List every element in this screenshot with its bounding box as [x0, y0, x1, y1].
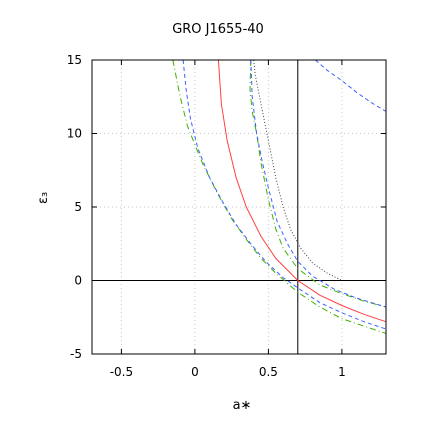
series-line-3 [249, 59, 387, 308]
y-tick-label: 10 [67, 127, 82, 141]
x-tick-label: 0.5 [259, 365, 278, 379]
chart-title: GRO J1655-40 [172, 22, 264, 37]
y-tick-label: 5 [74, 200, 82, 214]
series-line-4 [182, 59, 387, 330]
series-line-2 [172, 59, 387, 334]
y-tick-label: 0 [74, 274, 82, 288]
grid [92, 60, 386, 354]
y-tick-label: 15 [67, 53, 82, 67]
series-line-5 [250, 59, 387, 308]
ticks: -0.5 0 0.5 1 -5 0 5 10 15 [67, 53, 386, 379]
x-tick-label: -0.5 [110, 365, 133, 379]
x-tick-label: 1 [338, 365, 346, 379]
y-tick-label: -5 [70, 347, 82, 361]
series-line-6 [315, 59, 387, 112]
series-line-7 [253, 59, 343, 281]
x-tick-label: 0 [191, 365, 199, 379]
series-line-1 [217, 59, 387, 323]
x-axis-label: a∗ [232, 398, 252, 413]
reference-lines [92, 60, 386, 354]
series-layer [172, 59, 387, 334]
